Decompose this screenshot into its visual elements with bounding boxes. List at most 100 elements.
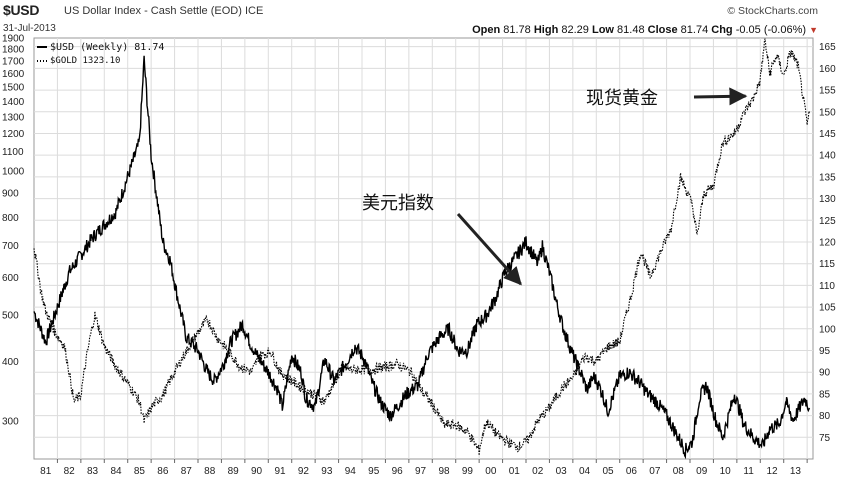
x-tick-label: 96 xyxy=(392,466,404,477)
x-tick-label: 11 xyxy=(743,466,754,477)
exchange-label: ICE xyxy=(244,5,264,17)
x-tick-label: 02 xyxy=(532,466,544,477)
y-right-tick-label: 110 xyxy=(819,281,835,292)
y-right-tick-label: 95 xyxy=(819,346,831,357)
open-value: 81.78 xyxy=(503,24,531,36)
y-right-tick-label: 80 xyxy=(819,411,831,422)
legend-swatch-dotted xyxy=(37,59,47,62)
high-label: High xyxy=(533,24,559,36)
y-right-tick-label: 160 xyxy=(819,64,836,75)
y-left-tick-label: 1000 xyxy=(2,167,25,178)
x-tick-label: 97 xyxy=(415,466,427,477)
ticker-symbol: $USD xyxy=(3,2,40,18)
x-tick-label: 03 xyxy=(556,466,568,477)
x-tick-label: 83 xyxy=(87,466,99,477)
x-tick-label: 04 xyxy=(579,466,591,477)
x-tick-label: 82 xyxy=(64,466,76,477)
series-group xyxy=(33,38,811,460)
y-right-tick-label: 105 xyxy=(819,303,836,314)
x-tick-label: 93 xyxy=(321,466,333,477)
y-right-tick-label: 120 xyxy=(819,237,836,248)
y-left-tick-label: 500 xyxy=(2,311,19,322)
x-tick-label: 84 xyxy=(110,466,122,477)
chg-label: Chg xyxy=(711,24,733,36)
x-tick-label: 85 xyxy=(134,466,146,477)
x-tick-label: 09 xyxy=(696,466,708,477)
x-tick-label: 92 xyxy=(298,466,310,477)
x-tick-label: 12 xyxy=(766,466,778,477)
y-left-tick-label: 700 xyxy=(2,241,19,252)
y-right-tick-label: 85 xyxy=(819,389,831,400)
y-left-tick-label: 1700 xyxy=(2,57,25,68)
close-label: Close xyxy=(647,24,678,36)
x-tick-label: 95 xyxy=(368,466,380,477)
x-tick-label: 05 xyxy=(602,466,614,477)
brand-watermark: © StockCharts.com xyxy=(727,5,818,17)
legend-label-usd: $USD (Weekly) 81.74 xyxy=(50,42,165,53)
y-right-tick-label: 125 xyxy=(819,216,836,227)
chart-date: 31-Jul-2013 xyxy=(3,23,56,34)
series-line-usd xyxy=(33,55,811,460)
x-axis: 81 82 83 84 85 86 87 88 89 90 91 92 93 94 95 96 97 98 99 00… xyxy=(40,459,808,477)
y-right-tick-label: 90 xyxy=(819,368,831,379)
x-tick-label: 10 xyxy=(720,466,732,477)
y-left-tick-label: 1800 xyxy=(2,45,25,56)
y-right-tick-label: 75 xyxy=(819,433,831,444)
annotation-usd-index: 美元指数 xyxy=(362,193,434,214)
low-value: 81.48 xyxy=(617,24,645,36)
x-tick-label: 13 xyxy=(790,466,802,477)
y-right-tick-label: 115 xyxy=(819,259,835,270)
y-right-tick-label: 100 xyxy=(819,324,836,335)
low-label: Low xyxy=(591,24,614,36)
y-right-tick-label: 130 xyxy=(819,194,836,205)
x-tick-label: 86 xyxy=(157,466,169,477)
y-left-tick-label: 1900 xyxy=(2,34,25,45)
series-line-gold xyxy=(33,38,811,456)
legend-swatch-solid xyxy=(37,46,47,48)
close-value: 81.74 xyxy=(680,24,709,36)
y-right-tick-label: 140 xyxy=(819,151,836,162)
chart-description: US Dollar Index - Cash Settle (EOD) ICE xyxy=(64,5,263,17)
x-tick-label: 87 xyxy=(181,466,193,477)
x-tick-label: 01 xyxy=(509,466,521,477)
y-left-tick-label: 600 xyxy=(2,273,19,284)
annotation-spot-gold: 现货黄金 xyxy=(586,88,658,109)
ohlc-readout: Open 81.78 High 82.29 Low 81.48 Close 81… xyxy=(472,24,818,36)
x-tick-label: 06 xyxy=(626,466,638,477)
y-right-tick-label: 165 xyxy=(819,42,836,53)
y-left-tick-label: 1100 xyxy=(2,147,24,158)
x-tick-label: 89 xyxy=(228,466,240,477)
x-tick-label: 88 xyxy=(204,466,216,477)
x-tick-label: 99 xyxy=(462,466,474,477)
y-left-tick-label: 400 xyxy=(2,357,19,368)
legend-item-usd: $USD (Weekly) 81.74 xyxy=(37,42,164,53)
x-tick-label: 94 xyxy=(345,466,357,477)
x-tick-label: 07 xyxy=(649,466,661,477)
x-tick-label: 08 xyxy=(673,466,685,477)
y-axis-right: 165 160 155 150 145 140 135 130 125 120 115 110 105 1… xyxy=(819,42,836,444)
y-right-tick-label: 155 xyxy=(819,86,836,97)
annotation-arrows xyxy=(456,87,748,286)
y-right-tick-label: 145 xyxy=(819,129,836,140)
y-left-tick-label: 1600 xyxy=(2,69,25,80)
y-left-tick-label: 800 xyxy=(2,213,19,224)
open-label: Open xyxy=(472,24,501,36)
x-tick-label: 90 xyxy=(251,466,263,477)
y-left-tick-label: 1400 xyxy=(2,97,25,108)
x-tick-label: 98 xyxy=(438,466,450,477)
high-value: 82.29 xyxy=(561,24,589,36)
arrow-usd-icon xyxy=(456,212,522,286)
x-tick-label: 00 xyxy=(485,466,497,477)
x-tick-label: 91 xyxy=(274,466,286,477)
legend-item-gold: $GOLD 1323.10 xyxy=(37,56,120,66)
index-name: US Dollar Index - Cash Settle (EOD) xyxy=(64,5,242,17)
y-left-tick-label: 1200 xyxy=(2,129,25,140)
arrow-gold-icon xyxy=(693,87,748,106)
x-tick-label: 81 xyxy=(40,466,52,477)
y-left-tick-label: 1500 xyxy=(2,83,25,94)
y-left-tick-label: 300 xyxy=(2,417,19,428)
y-right-tick-label: 150 xyxy=(819,107,836,118)
legend-label-gold: $GOLD 1323.10 xyxy=(50,56,121,66)
